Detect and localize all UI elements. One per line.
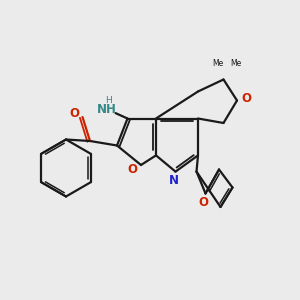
Text: N: N	[169, 173, 179, 187]
Text: H: H	[106, 96, 112, 105]
Text: NH: NH	[97, 103, 116, 116]
Text: O: O	[241, 92, 251, 106]
Text: Me: Me	[212, 59, 224, 68]
Text: O: O	[127, 163, 137, 176]
Text: O: O	[69, 107, 79, 120]
Text: O: O	[198, 196, 208, 209]
Text: Me: Me	[230, 59, 242, 68]
